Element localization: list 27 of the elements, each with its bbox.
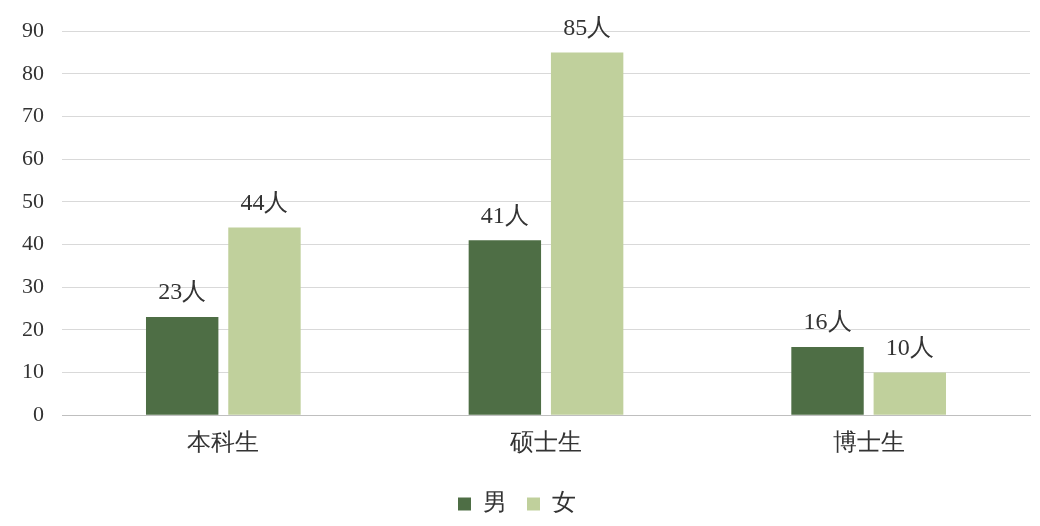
- data-label: 44人: [240, 188, 289, 215]
- y-tick-label: 10: [22, 358, 44, 384]
- y-tick-label: 80: [22, 59, 44, 85]
- bar: [228, 227, 301, 415]
- y-tick-label: 0: [33, 400, 44, 426]
- y-tick-label: 90: [22, 16, 44, 42]
- legend-label: 男: [483, 489, 507, 516]
- y-tick-label: 20: [22, 315, 44, 341]
- data-label: 23人: [158, 278, 207, 305]
- bar: [550, 52, 624, 415]
- x-tick-label: 硕士生: [509, 428, 582, 455]
- x-tick-label: 博士生: [832, 428, 905, 455]
- y-tick-label: 60: [22, 144, 44, 170]
- y-tick-label: 50: [22, 187, 44, 213]
- bar: [791, 346, 864, 415]
- bar: [873, 372, 947, 415]
- data-label: 85人: [563, 13, 612, 40]
- data-label: 10人: [885, 333, 934, 360]
- y-tick-label: 40: [22, 230, 44, 256]
- legend-label: 女: [552, 489, 576, 516]
- data-label: 41人: [480, 201, 529, 228]
- y-tick-label: 30: [22, 272, 44, 298]
- y-tick-label: 70: [22, 102, 44, 128]
- bar: [145, 317, 219, 415]
- x-tick-label: 本科生: [187, 428, 260, 455]
- bar: [468, 240, 542, 415]
- data-label: 16人: [803, 308, 852, 335]
